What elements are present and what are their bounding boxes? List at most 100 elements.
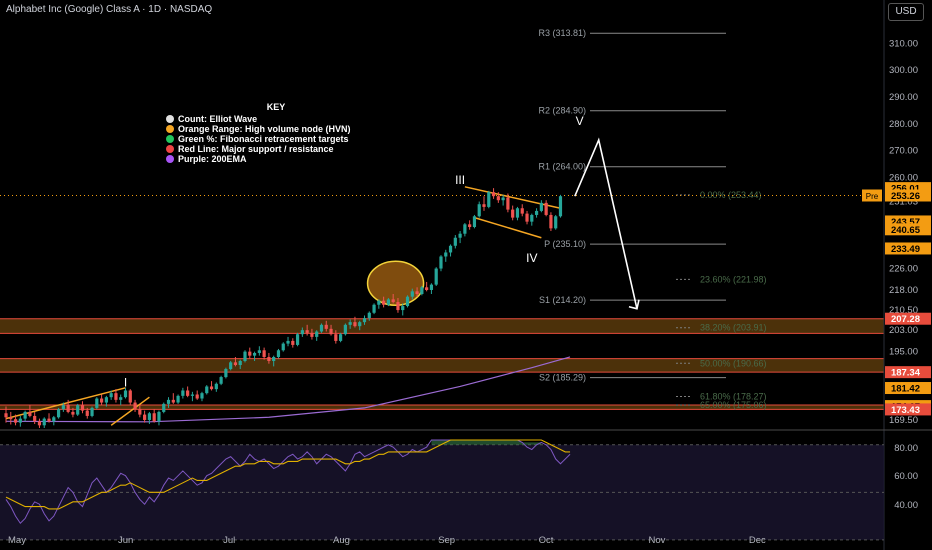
legend-label: Count: Elliot Wave <box>178 114 258 124</box>
price-badge-label: 243.57 <box>891 217 920 228</box>
candle-body <box>229 362 233 370</box>
candle-body <box>539 202 543 211</box>
candle-body <box>458 233 462 238</box>
projection-arrowhead <box>628 299 640 310</box>
rsi-band <box>0 444 884 540</box>
rsi-tick-label: 40.00 <box>894 500 918 511</box>
candle-body <box>233 362 238 366</box>
candle-body <box>37 421 42 426</box>
candle-body <box>157 411 161 422</box>
legend-label: Green %: Fibonacci retracement targets <box>178 134 349 144</box>
candle-body <box>286 340 290 344</box>
price-tick-label: 290.00 <box>889 92 918 103</box>
price-tick-label: 210.50 <box>889 305 918 316</box>
candle-body <box>453 237 457 246</box>
candle-body <box>267 356 271 362</box>
price-badge-label: 240.65 <box>891 225 921 236</box>
price-badge <box>885 366 931 379</box>
month-label: Nov <box>649 535 666 546</box>
candle-body <box>372 304 376 313</box>
candle-body <box>511 209 515 218</box>
pivot-label: P (235.10) <box>544 239 586 249</box>
month-label: Sep <box>438 535 455 546</box>
candle-body <box>439 256 443 269</box>
candle-body <box>181 390 185 396</box>
candle-body <box>382 300 386 305</box>
legend-dot-icon <box>166 125 174 133</box>
candle-body <box>477 204 481 217</box>
candle-body <box>520 208 524 214</box>
candle-body <box>176 395 180 403</box>
fib-label: 38.20% (203.91) <box>700 323 767 333</box>
candle-body <box>119 397 123 400</box>
candle-body <box>13 419 18 423</box>
candle-body <box>391 299 395 303</box>
wave-label: I <box>124 375 127 389</box>
candle-body <box>501 197 505 201</box>
pivot-label: R3 (313.81) <box>538 28 586 38</box>
fib-label: 0.00% (253.44) <box>700 190 762 200</box>
month-label: Jul <box>223 535 235 546</box>
candle-body <box>71 411 75 415</box>
candle-body <box>329 328 333 335</box>
legend-title: KEY <box>266 102 286 112</box>
candle-body <box>152 413 156 422</box>
candle-body <box>76 405 80 415</box>
candle-body <box>257 350 261 353</box>
candle-body <box>405 296 410 307</box>
candle-body <box>315 331 319 337</box>
candle-body <box>515 208 520 218</box>
candle-body <box>166 399 171 404</box>
candle-body <box>444 252 448 257</box>
candle-body <box>415 291 419 295</box>
candle-body <box>238 361 242 366</box>
candle-body <box>429 284 434 290</box>
rsi-tick-label: 80.00 <box>894 443 918 454</box>
wave-label: IV <box>526 251 537 265</box>
month-label: Jun <box>118 535 133 546</box>
candle-body <box>42 418 46 426</box>
fib-label: 23.60% (221.98) <box>700 274 767 284</box>
price-tick-label: 218.00 <box>889 285 918 296</box>
price-tick-label: 203.00 <box>889 325 918 336</box>
candle-body <box>90 407 94 416</box>
candle-body <box>200 393 204 399</box>
legend-dot-icon <box>166 145 174 153</box>
candle-body <box>420 287 424 295</box>
candle-body <box>219 377 223 384</box>
price-tick-label: 260.00 <box>889 172 918 183</box>
pre-market-badge <box>862 189 882 202</box>
wave-i-channel <box>110 396 150 426</box>
wave-label: III <box>455 173 465 187</box>
candle-body <box>468 224 472 228</box>
pre-market-label: Pre <box>866 192 879 201</box>
rsi-ma-line <box>5 439 571 510</box>
fib-label: 50.00% (190.66) <box>700 358 767 368</box>
price-tick-label: 270.00 <box>889 146 918 157</box>
pivot-label: R1 (264.00) <box>538 162 586 172</box>
candle-body <box>143 414 147 420</box>
candle-body <box>52 417 56 422</box>
month-label: Aug <box>333 535 350 546</box>
candle-body <box>186 390 190 396</box>
pivot-label: R2 (284.90) <box>538 106 586 116</box>
candle-body <box>85 410 89 416</box>
candle-body <box>377 300 381 305</box>
candle-body <box>138 409 142 415</box>
candle-body <box>224 369 228 378</box>
candle-body <box>195 394 199 399</box>
candle-body <box>334 334 338 341</box>
candle-body <box>448 245 453 253</box>
price-badge <box>885 403 931 416</box>
candle-body <box>23 411 27 419</box>
legend-label: Red Line: Major support / resistance <box>178 144 334 154</box>
candle-body <box>190 394 195 396</box>
candle-body <box>104 397 108 403</box>
candle-body <box>9 417 13 420</box>
candle-body <box>491 192 496 197</box>
candle-body <box>353 322 357 327</box>
candle-body <box>487 192 491 207</box>
currency-button[interactable]: USD <box>888 3 924 21</box>
candle-body <box>66 405 70 412</box>
